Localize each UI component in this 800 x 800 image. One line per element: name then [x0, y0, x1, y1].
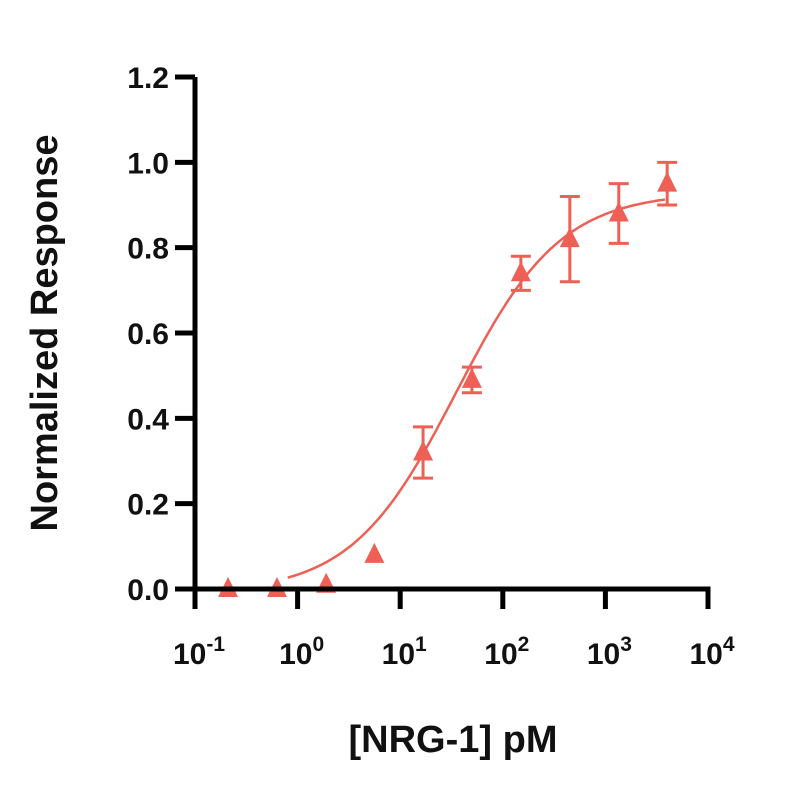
triangle-marker-icon	[510, 261, 531, 282]
triangle-marker-icon	[364, 542, 385, 563]
y-tick-label: 0.8	[127, 233, 169, 266]
triangle-marker-icon	[461, 367, 482, 388]
data-point	[608, 182, 629, 245]
data-point	[461, 365, 482, 395]
x-axis-title: [NRG-1] pM	[349, 719, 558, 761]
axes	[175, 74, 711, 609]
y-tick-label: 1.0	[127, 147, 169, 180]
triangle-marker-icon	[657, 171, 678, 192]
data-point	[364, 542, 385, 563]
tick-labels: 0.0 0.2 0.4 0.6 0.8 1.0 1.2 10-1 100 101 102 103 104	[127, 62, 735, 671]
data-point	[657, 160, 678, 207]
y-tick-label: 0.2	[127, 489, 169, 522]
y-tick-label: 1.2	[127, 62, 169, 95]
x-tick-label: 104	[689, 633, 734, 671]
y-axis-title: Normalized Response	[24, 135, 66, 532]
x-tick-label: 103	[587, 633, 632, 671]
fit-curve	[287, 198, 666, 579]
data-point	[413, 425, 434, 480]
y-tick-label: 0.4	[127, 403, 169, 436]
x-tick-label: 101	[382, 633, 427, 671]
x-tick-label: 100	[279, 633, 324, 671]
data-point	[510, 254, 531, 292]
y-tick-label: 0.6	[127, 318, 169, 351]
y-tick-label: 0.0	[127, 574, 169, 607]
fit-curve-path	[287, 198, 666, 579]
data-point	[559, 194, 580, 284]
x-tick-label: 10-1	[173, 633, 225, 671]
x-tick-label: 102	[484, 633, 529, 671]
triangle-marker-icon	[413, 440, 434, 461]
triangle-marker-icon	[559, 227, 580, 248]
data-points	[218, 160, 678, 597]
triangle-marker-icon	[608, 201, 629, 222]
